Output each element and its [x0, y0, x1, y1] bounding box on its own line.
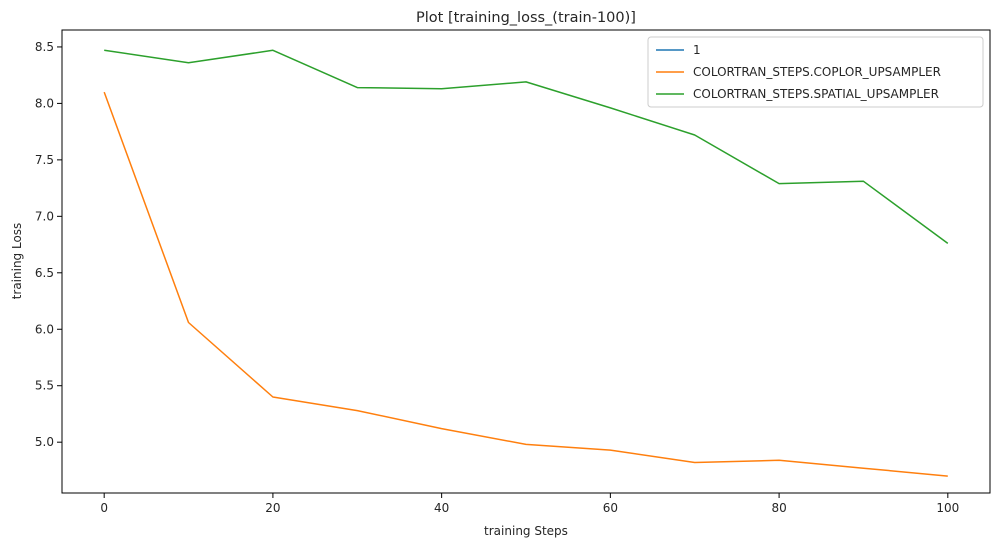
legend: 1 COLORTRAN_STEPS.COPLOR_UPSAMPLER COLORTR…: [647, 36, 984, 108]
y-tick-label: 7.5: [35, 153, 54, 167]
legend-label-0: 1: [693, 43, 701, 57]
y-tick-label: 5.0: [35, 435, 54, 449]
x-axis: 0 20 40 60 80 100: [100, 493, 959, 515]
x-tick-label: 100: [936, 501, 959, 515]
y-tick-label: 6.5: [35, 266, 54, 280]
x-axis-title: training Steps: [484, 524, 568, 538]
x-tick-label: 80: [771, 501, 786, 515]
y-tick-label: 8.0: [35, 96, 54, 110]
y-tick-label: 8.5: [35, 40, 54, 54]
y-tick-label: 6.0: [35, 322, 54, 336]
legend-box: [647, 36, 984, 108]
series-line-2: [104, 49, 949, 245]
series-line-1: [103, 91, 948, 477]
y-axis-title: training Loss: [10, 223, 24, 300]
chart-title: Plot [training_loss_(train-100)]: [416, 10, 636, 26]
x-tick-label: 60: [603, 501, 618, 515]
plot-frame: [61, 29, 991, 494]
x-tick-label: 20: [265, 501, 280, 515]
x-tick-label: 40: [434, 501, 449, 515]
legend-label-2: COLORTRAN_STEPS.SPATIAL_UPSAMPLER: [693, 87, 939, 101]
y-tick-label: 7.0: [35, 209, 54, 223]
y-tick-label: 5.5: [35, 379, 54, 393]
y-axis: 5.0 5.5 6.0 6.5 7.0 7.5 8.0 8.5: [35, 40, 62, 449]
plot-area: [103, 49, 949, 477]
x-tick-label: 0: [100, 501, 108, 515]
legend-label-1: COLORTRAN_STEPS.COPLOR_UPSAMPLER: [693, 65, 941, 79]
